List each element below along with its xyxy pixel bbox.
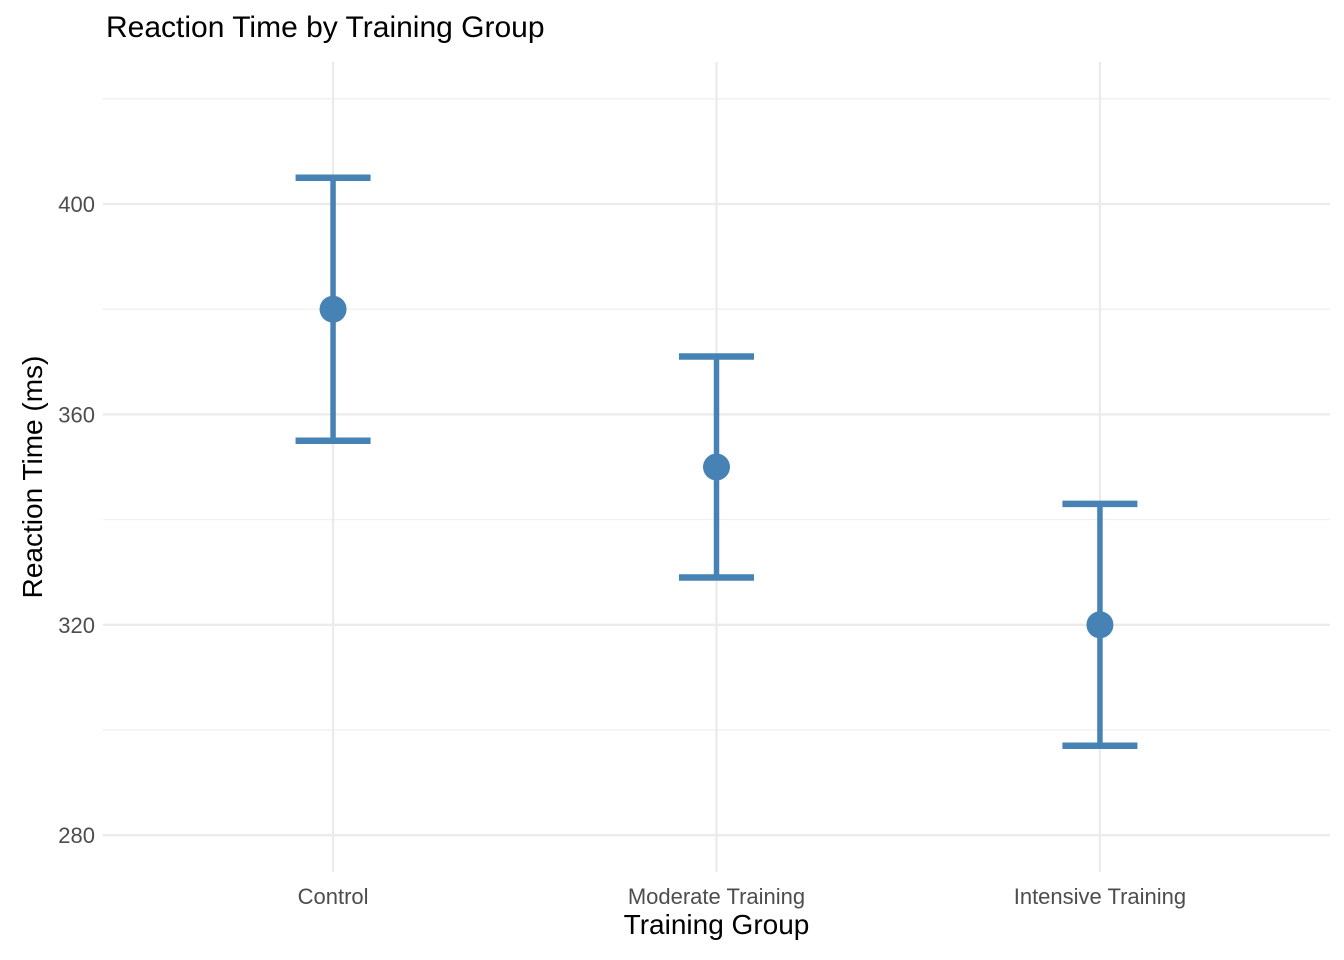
x-tick-label-0: Control bbox=[298, 884, 369, 909]
y-tick-label-280: 280 bbox=[58, 823, 95, 848]
chart-title: Reaction Time by Training Group bbox=[106, 11, 545, 44]
y-axis-title: Reaction Time (ms) bbox=[17, 355, 48, 599]
y-tick-label-360: 360 bbox=[58, 402, 95, 427]
mean-point-2 bbox=[1086, 611, 1114, 639]
x-axis-title: Training Group bbox=[623, 909, 810, 940]
x-tick-label-2: Intensive Training bbox=[1014, 884, 1186, 909]
mean-point-0 bbox=[319, 295, 347, 323]
y-tick-label-400: 400 bbox=[58, 192, 95, 217]
mean-point-1 bbox=[703, 453, 730, 481]
x-tick-label-1: Moderate Training bbox=[628, 884, 805, 909]
y-tick-label-320: 320 bbox=[58, 613, 95, 638]
